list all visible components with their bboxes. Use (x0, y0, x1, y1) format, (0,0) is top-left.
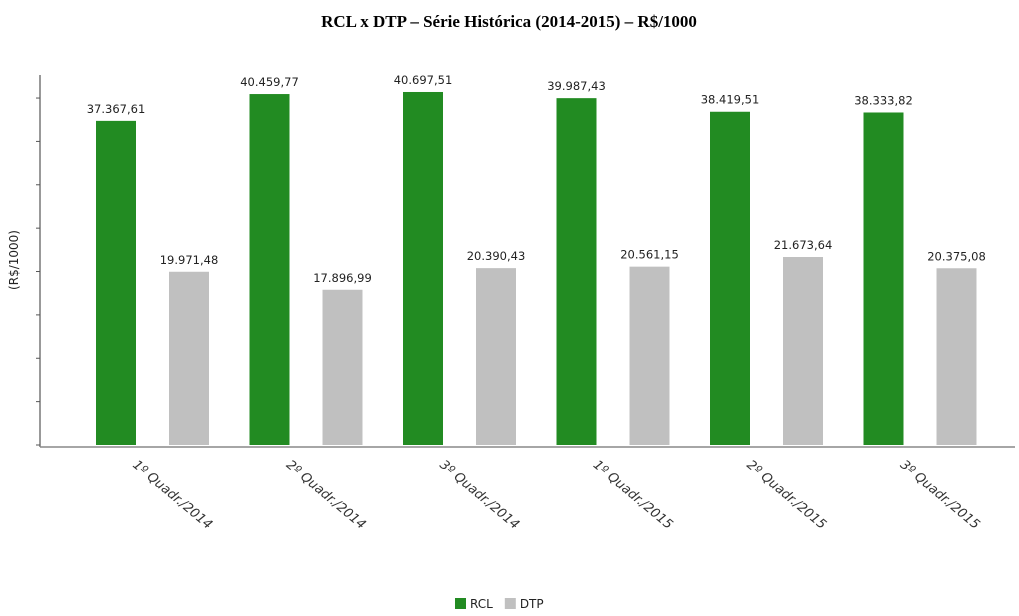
bar (169, 271, 209, 445)
value-label: 38.419,51 (701, 93, 760, 107)
bar (863, 112, 904, 446)
value-label: 40.697,51 (394, 73, 453, 87)
bar (249, 94, 290, 446)
value-label: 21.673,64 (774, 238, 833, 252)
legend-label: RCL (470, 597, 493, 611)
value-label: 40.459,77 (240, 75, 299, 89)
bar (936, 268, 977, 445)
value-label: 20.561,15 (620, 248, 679, 262)
legend-label: DTP (520, 597, 544, 611)
value-label: 20.390,43 (467, 249, 526, 263)
x-tick-label: 2º Quadr./2015 (743, 458, 828, 533)
bar (476, 268, 516, 445)
y-axis-label: (R$/1000) (7, 230, 21, 290)
bar (403, 91, 443, 445)
bar (96, 120, 136, 445)
x-tick-label: 1º Quadr./2015 (590, 458, 675, 533)
legend-swatch (455, 598, 466, 609)
x-tick-label: 3º Quadr./2015 (897, 458, 982, 533)
legend-swatch (504, 598, 516, 609)
bar (322, 289, 363, 445)
chart-title: RCL x DTP – Série Histórica (2014-2015) … (321, 12, 697, 31)
value-label: 37.367,61 (87, 102, 146, 116)
bar (783, 257, 823, 445)
bar (710, 111, 750, 445)
bar (629, 266, 670, 445)
x-tick-label: 1º Quadr./2014 (129, 458, 214, 533)
x-tick-label: 3º Quadr./2014 (436, 458, 521, 533)
x-tick-label: 2º Quadr./2014 (283, 458, 368, 533)
value-label: 20.375,08 (927, 249, 986, 263)
value-label: 19.971,48 (160, 253, 219, 267)
bar (556, 98, 597, 445)
value-label: 38.333,82 (854, 93, 913, 107)
value-label: 39.987,43 (547, 79, 606, 93)
value-label: 17.896,99 (313, 271, 372, 285)
